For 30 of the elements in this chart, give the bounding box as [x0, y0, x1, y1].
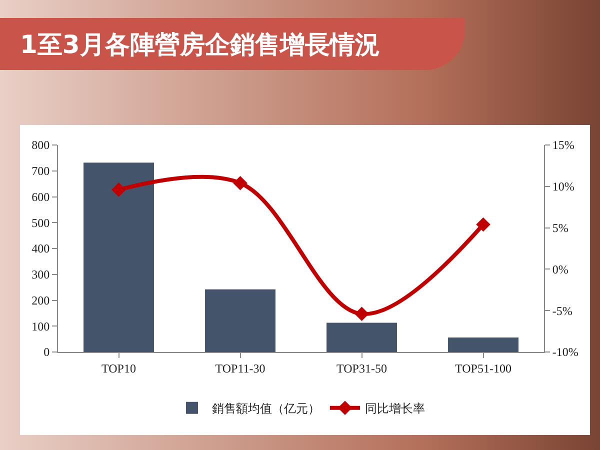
- point: [233, 176, 248, 190]
- y2-tick-label: 0%: [552, 262, 568, 276]
- y2-tick-label: -5%: [552, 304, 572, 318]
- y2-tick-label: 5%: [552, 221, 568, 235]
- bar: [84, 162, 154, 352]
- x-tick-label: TOP31-50: [336, 361, 387, 376]
- legend-label: 同比增长率: [365, 402, 425, 416]
- y-tick-label: 600: [32, 190, 50, 204]
- point: [476, 217, 490, 232]
- y-tick-label: 500: [32, 216, 50, 230]
- y2-tick-label: 15%: [552, 138, 574, 152]
- y-tick-label: 800: [32, 138, 50, 152]
- y-tick-label: 100: [32, 319, 50, 334]
- bar: [205, 289, 276, 352]
- chart-title: 1至3月各陣營房企銷售增長情況: [20, 29, 380, 61]
- x-tick-label: TOP10: [102, 361, 136, 376]
- y2-tick-label: -10%: [552, 345, 578, 360]
- legend-label: 銷售額均值（亿元）: [212, 402, 320, 416]
- bar: [448, 338, 518, 352]
- y-tick-label: 0: [44, 345, 50, 360]
- y-tick-label: 300: [32, 268, 50, 282]
- point: [112, 182, 126, 197]
- x-tick-label: TOP11-30: [215, 361, 266, 376]
- y-tick-label: 400: [32, 242, 50, 256]
- point: [354, 306, 369, 322]
- y-tick-label: 200: [32, 293, 50, 308]
- y2-tick-label: 10%: [552, 180, 574, 194]
- bar: [326, 322, 397, 352]
- y-tick-label: 700: [32, 164, 50, 178]
- x-tick-label: TOP51-100: [455, 361, 512, 376]
